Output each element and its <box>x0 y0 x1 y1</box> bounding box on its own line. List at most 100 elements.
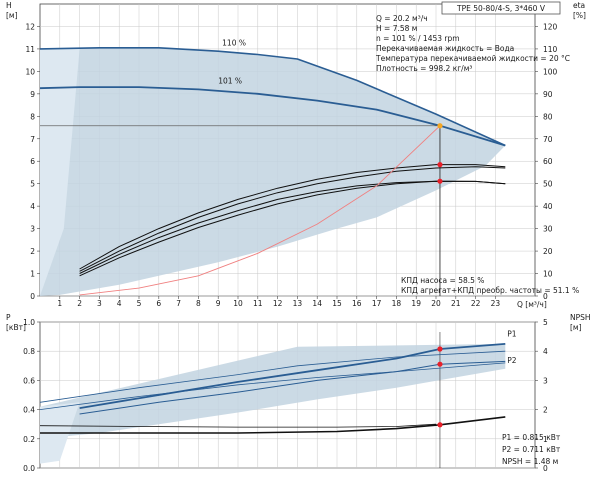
y2-tick-label: 0 <box>543 292 548 301</box>
power-info: P1 = 0.815 кВт P2 = 0.711 кВт NPSH = 1.4… <box>502 433 561 466</box>
operating-range-area <box>40 343 506 439</box>
y2-tick-label: 120 <box>543 22 558 31</box>
x-tick-label: 8 <box>196 299 201 308</box>
y2-tick-label: 3 <box>543 376 548 385</box>
y-tick-label: 7 <box>30 135 35 144</box>
curve-label: 110 % <box>222 39 246 48</box>
duty-point-marker <box>437 123 443 129</box>
info-line-liquid: Перекачиваемая жидкость = Вода <box>376 44 514 53</box>
curve-series-5 <box>39 423 437 428</box>
x-tick-label: 13 <box>293 299 303 308</box>
x-tick-label: 16 <box>352 299 362 308</box>
y-tick-label: 8 <box>30 112 35 121</box>
x-tick-label: 14 <box>312 299 322 308</box>
y-tick-label: 4 <box>30 202 35 211</box>
curve-series-6 <box>79 125 441 296</box>
curve-series-5 <box>79 180 506 277</box>
y2-tick-label: 50 <box>543 180 553 189</box>
info-line-temperature: Температура перекачиваемой жидкости = 20… <box>375 54 570 63</box>
minimum-speed-area <box>40 48 80 297</box>
x-tick-label: 11 <box>253 299 263 308</box>
flow-axis-label: Q [м³/ч] <box>517 300 547 309</box>
model-badge-text: TPE 50-80/4-S, 3*460 V <box>456 4 546 13</box>
curve-label: P2 <box>507 356 517 365</box>
y-tick-label: 9 <box>30 90 35 99</box>
x-tick-label: 1 <box>57 299 62 308</box>
x-tick-label: 7 <box>176 299 181 308</box>
y2-tick-label: 110 <box>543 45 558 54</box>
y-tick-label: 12 <box>25 22 35 31</box>
eta-axis-label: eta [%] <box>573 1 586 20</box>
y-tick-label: 6 <box>30 157 35 166</box>
axis-labels: H [м] eta [%] P [кВт] NPSH [м] Q [м³/ч] <box>6 1 591 332</box>
x-tick-label: 19 <box>411 299 421 308</box>
curve-110 <box>39 46 506 147</box>
info-p2: P2 = 0.711 кВт <box>502 445 561 454</box>
y-tick-label: 0.0 <box>23 464 35 473</box>
x-tick-label: 4 <box>117 299 122 308</box>
y-tick-label: 10 <box>25 67 35 76</box>
x-tick-label: 5 <box>137 299 142 308</box>
y2-tick-label: 90 <box>543 90 553 99</box>
efficiency-info: КПД насоса = 58.5 % КПД агрегат+КПД прео… <box>401 276 579 295</box>
y-tick-label: 0 <box>30 292 35 301</box>
y2-tick-label: 4 <box>543 347 548 356</box>
x-tick-label: 23 <box>491 299 501 308</box>
y2-tick-label: 100 <box>543 67 558 76</box>
x-tick-label: 20 <box>431 299 441 308</box>
y-tick-label: 0.8 <box>23 347 35 356</box>
y-tick-label: 3 <box>30 225 35 234</box>
y2-tick-label: 20 <box>543 247 553 256</box>
curve-101 <box>39 86 506 147</box>
info-pump-efficiency: КПД насоса = 58.5 % <box>401 276 484 285</box>
curve-series-2 <box>79 164 506 270</box>
curve-label: P1 <box>507 330 517 339</box>
duty-point-info: Q = 20.2 м³/ч H = 7.58 м n = 101 % / 145… <box>375 14 570 73</box>
x-tick-label: 18 <box>392 299 402 308</box>
duty-point-marker <box>437 162 443 168</box>
curve-series-2 <box>39 350 506 403</box>
info-total-efficiency: КПД агрегат+КПД преобр. частоты = 51.1 % <box>401 286 579 295</box>
model-badge: TPE 50-80/4-S, 3*460 V <box>441 1 561 15</box>
curve-label: 101 % <box>218 77 242 86</box>
power-axis-label: P [кВт] <box>6 313 26 332</box>
y2-tick-label: 5 <box>543 318 548 327</box>
info-line-flow: Q = 20.2 м³/ч <box>376 14 428 23</box>
info-p1: P1 = 0.815 кВт <box>502 433 561 442</box>
duty-point-marker <box>437 346 443 352</box>
info-line-density: Плотность = 998.2 кг/м³ <box>376 64 472 73</box>
npsh-axis-label: NPSH [м] <box>570 313 591 332</box>
x-tick-label: 3 <box>97 299 102 308</box>
curve-series-3 <box>39 362 506 410</box>
power-npsh-plot: P1 P2 0.0 0.2 0.4 0.6 0.8 1.0 0 1 2 3 4 5 <box>23 318 548 473</box>
x-tick-label: 10 <box>233 299 243 308</box>
y-tick-label: 5 <box>30 180 35 189</box>
y-tick-label: 0.4 <box>23 406 35 415</box>
y2-tick-label: 80 <box>543 112 553 121</box>
y2-tick-label: 1 <box>543 435 548 444</box>
x-tick-label: 17 <box>372 299 382 308</box>
x-tick-label: 2 <box>77 299 82 308</box>
y-tick-label: 1 <box>30 270 35 279</box>
y-tick-label: 11 <box>25 45 35 54</box>
x-tick-label: 9 <box>216 299 221 308</box>
y2-tick-label: 2 <box>543 406 548 415</box>
duty-point-marker <box>437 178 443 184</box>
curve-series-3 <box>79 166 506 272</box>
x-tick-label: 21 <box>451 299 461 308</box>
y2-tick-label: 40 <box>543 202 553 211</box>
x-tick-label: 6 <box>156 299 161 308</box>
y-tick-label: 0.2 <box>23 435 35 444</box>
x-tick-label: 15 <box>332 299 342 308</box>
y2-tick-label: 10 <box>543 270 553 279</box>
info-line-speed: n = 101 % / 1453 rpm <box>376 34 460 43</box>
duty-point-marker <box>437 361 443 367</box>
y2-tick-label: 30 <box>543 225 553 234</box>
y-tick-label: 0.6 <box>23 376 35 385</box>
y2-tick-label: 60 <box>543 157 553 166</box>
info-npsh: NPSH = 1.48 м <box>502 457 558 466</box>
y-tick-label: 1.0 <box>23 318 35 327</box>
x-tick-label: 22 <box>471 299 481 308</box>
y-tick-label: 2 <box>30 247 35 256</box>
info-line-head: H = 7.58 м <box>376 24 417 33</box>
